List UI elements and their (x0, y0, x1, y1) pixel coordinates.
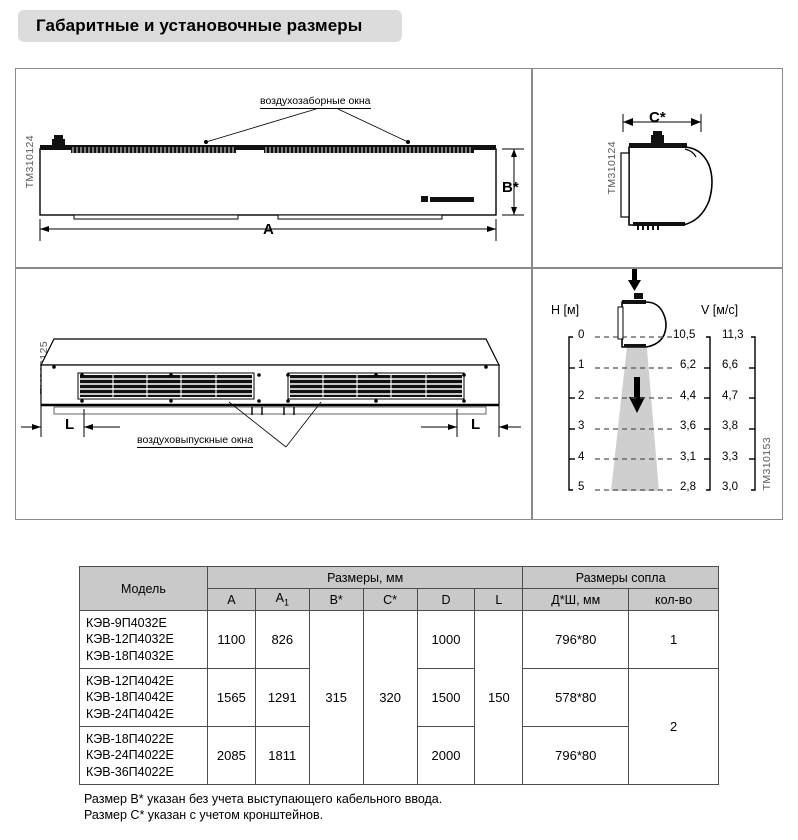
graph-v2-value-1: 6,6 (722, 359, 738, 371)
graph-h-value-4: 4 (578, 451, 585, 463)
graph-h-value-3: 3 (578, 420, 585, 432)
col-b-merged: 315 (308, 610, 364, 785)
row0-nozzle-qty: 1 (628, 610, 719, 669)
bottom-view-drawing (21, 338, 521, 448)
bottom-view-right-dim: L (471, 416, 481, 433)
row0-model-0: КЭВ-9П4032Е (86, 615, 167, 630)
row1-a: 1565 (206, 668, 256, 727)
page-title: Габаритные и установочные размеры (36, 16, 363, 35)
row1-nozzle-size: 578*80 (522, 668, 630, 727)
graph-h-value-1: 1 (578, 359, 585, 371)
row1-model-2: КЭВ-24П4042Е (86, 706, 174, 721)
side-view-drawing (620, 114, 713, 230)
bottom-view-callout-label: воздуховыпускные окна (137, 434, 254, 448)
graph-h-value-5: 5 (578, 481, 585, 493)
row1-model-1: КЭВ-18П4042Е (86, 690, 174, 705)
graph-v1-value-1: 6,2 (680, 359, 696, 371)
graph-v1-value-0: 10,5 (673, 329, 696, 341)
graph-h-value-2: 2 (578, 390, 585, 402)
row0-d: 1000 (416, 610, 476, 669)
table-row: КЭВ-12П4042Е КЭВ-18П4042Е КЭВ-24П4042Е 1… (79, 668, 719, 785)
th-col-a1: A1 (254, 588, 310, 611)
row1-models: КЭВ-12П4042Е КЭВ-18П4042Е КЭВ-24П4042Е (79, 668, 208, 727)
col-l-merged: 150 (474, 610, 524, 785)
velocity-graph-drawing (568, 269, 756, 491)
row2-a: 2085 (206, 726, 256, 785)
front-view-callout-label: воздухозаборные окна (260, 95, 371, 109)
row1-d: 1500 (416, 668, 476, 727)
front-view-panel: TM310124 воздухозаборные окна B* A (16, 69, 531, 267)
footnotes: Размер B* указан без учета выступающего … (84, 791, 442, 823)
table-row: КЭВ-18П4022Е КЭВ-24П4022Е КЭВ-36П4022Е 2… (79, 726, 719, 785)
row0-a: 1100 (206, 610, 256, 669)
graph-v2-value-4: 3,3 (722, 451, 738, 463)
graph-v1-value-5: 2,8 (680, 481, 696, 493)
front-view-height-dim: B* (502, 179, 519, 196)
graph-v-axis-label: V [м/с] (701, 303, 739, 317)
page-title-badge: Габаритные и установочные размеры (18, 10, 402, 42)
graph-v1-value-2: 4,4 (680, 390, 696, 402)
footnote-line-2: Размер C* указан с учетом кронштейнов. (84, 808, 324, 822)
row2-a1: 1811 (254, 726, 310, 785)
footnote-line-1: Размер B* указан без учета выступающего … (84, 792, 443, 806)
graph-v1-value-4: 3,1 (680, 451, 696, 463)
table-head: Модель Размеры, мм Размеры сопла A A1 B*… (79, 566, 719, 611)
row0-model-1: КЭВ-12П4032Е (86, 632, 174, 647)
table-row: КЭВ-9П4032Е КЭВ-12П4032Е КЭВ-18П4032Е 11… (79, 610, 719, 785)
row0-nozzle-size: 796*80 (522, 610, 630, 669)
th-nozzle-group: Размеры сопла (522, 566, 719, 589)
graph-h-axis-label: H [м] (551, 303, 580, 317)
th-nozzle-size: Д*Ш, мм (522, 588, 630, 611)
bottom-view-panel: TM310125 воздуховыпускные окна L L (16, 269, 531, 521)
row1-a1: 1291 (254, 668, 310, 727)
graph-v2-value-5: 3,0 (722, 481, 738, 493)
table-body: КЭВ-9П4032Е КЭВ-12П4032Е КЭВ-18П4032Е 11… (79, 610, 719, 785)
frame-vertical-divider (531, 69, 533, 519)
graph-h-value-0: 0 (578, 329, 585, 341)
th-col-c: C* (362, 588, 418, 611)
row2-model-0: КЭВ-18П4022Е (86, 731, 174, 746)
graph-v1-value-3: 3,6 (680, 420, 696, 432)
row0-a1: 826 (254, 610, 310, 669)
velocity-graph-panel: TM310153 H [м] V [м/с] 0 1 2 3 4 5 10,5 … (533, 269, 784, 521)
front-view-drawing (39, 108, 524, 241)
row0-models: КЭВ-9П4032Е КЭВ-12П4032Е КЭВ-18П4032Е (79, 610, 208, 669)
nozzle-qty-merged: 2 (628, 668, 719, 785)
row2-models: КЭВ-18П4022Е КЭВ-24П4022Е КЭВ-36П4022Е (79, 726, 208, 785)
graph-v2-value-0: 11,3 (722, 329, 744, 341)
graph-v2-value-2: 4,7 (722, 390, 738, 402)
drawings-frame: TM310124 воздухозаборные окна B* A (15, 68, 783, 520)
col-c-merged: 320 (362, 610, 418, 785)
dimensions-table: Модель Размеры, мм Размеры сопла A A1 B*… (79, 566, 719, 785)
bottom-view-left-dim: L (65, 416, 75, 433)
row2-nozzle-size: 796*80 (522, 726, 630, 785)
dimensions-table-wrap: Модель Размеры, мм Размеры сопла A A1 B*… (79, 566, 719, 785)
row2-model-1: КЭВ-24П4022Е (86, 748, 174, 763)
row1-model-0: КЭВ-12П4042Е (86, 673, 174, 688)
row2-d: 2000 (416, 726, 476, 785)
th-col-d: D (416, 588, 476, 611)
graph-v2-value-3: 3,8 (722, 420, 738, 432)
th-model: Модель (79, 566, 208, 611)
th-col-a: A (206, 588, 256, 611)
table-head-row-1: Модель Размеры, мм Размеры сопла (79, 566, 719, 611)
frame-horizontal-divider (16, 267, 782, 269)
th-dims-group: Размеры, мм (206, 566, 524, 589)
th-col-b: B* (308, 588, 364, 611)
row0-model-2: КЭВ-18П4032Е (86, 648, 174, 663)
th-nozzle-qty: кол-во (628, 588, 719, 611)
row2-model-2: КЭВ-36П4022Е (86, 764, 174, 779)
side-view-panel: TM310124 C* (533, 69, 784, 267)
th-col-l: L (474, 588, 524, 611)
